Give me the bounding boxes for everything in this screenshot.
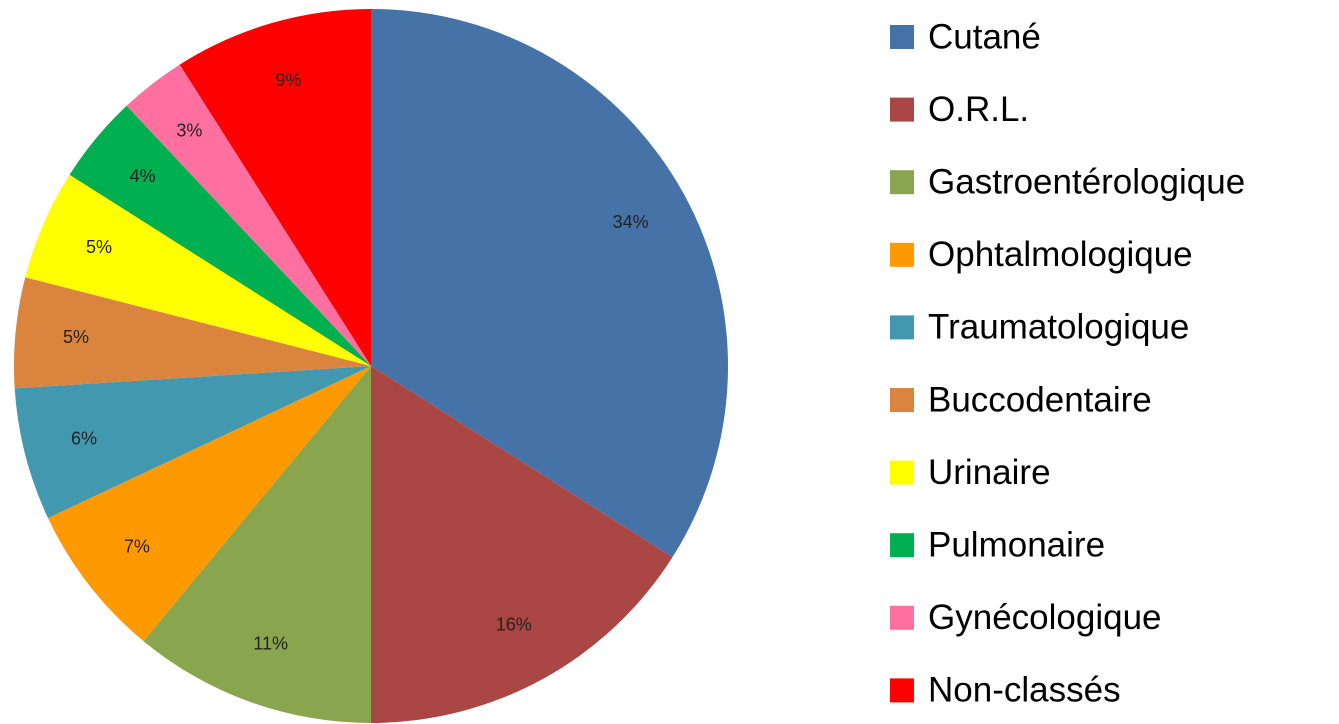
legend-label: Traumatologique: [928, 308, 1189, 347]
legend-swatch: [890, 25, 914, 49]
pie-slice: [126, 64, 371, 367]
pie-slice: [179, 9, 371, 366]
legend-swatch: [890, 533, 914, 558]
legend-label: Cutané: [928, 17, 1041, 56]
legend-swatch: [890, 242, 914, 267]
pie-slice: [47, 366, 371, 642]
data-label: 6%: [71, 428, 97, 448]
legend-swatch: [890, 97, 914, 122]
legend-label: Pulmonaire: [928, 525, 1105, 564]
legend-swatch: [890, 605, 914, 630]
legend-swatch: [890, 460, 914, 485]
legend-label: O.R.L.: [928, 90, 1029, 129]
legend-label: Buccodentaire: [928, 380, 1152, 419]
data-label: 5%: [86, 237, 112, 257]
data-label: 16%: [496, 614, 532, 634]
legend-swatch: [890, 315, 914, 340]
data-label: 5%: [63, 327, 89, 347]
pie-slice: [143, 366, 371, 723]
pie-slice: [371, 9, 728, 558]
legend-label: Gastroentérologique: [928, 162, 1245, 201]
legend-label: Ophtalmologique: [928, 235, 1193, 274]
data-label: 34%: [613, 212, 649, 232]
pie-slice: [371, 366, 673, 723]
data-label: 4%: [130, 166, 156, 186]
pie-slice: [13, 277, 371, 389]
data-label: 9%: [275, 70, 301, 90]
legend-swatch: [890, 170, 914, 195]
pie-slice: [69, 105, 372, 366]
data-label: 11%: [253, 634, 288, 654]
legend-label: Gynécologique: [928, 598, 1162, 637]
legend-swatch: [890, 678, 914, 703]
legend-label: Urinaire: [928, 453, 1051, 492]
legend-label: Non-classés: [928, 671, 1121, 710]
pie-slice: [25, 174, 371, 366]
data-label: 3%: [176, 121, 202, 141]
data-label: 7%: [124, 536, 150, 556]
pie-slice: [14, 366, 371, 519]
legend-swatch: [890, 388, 914, 412]
